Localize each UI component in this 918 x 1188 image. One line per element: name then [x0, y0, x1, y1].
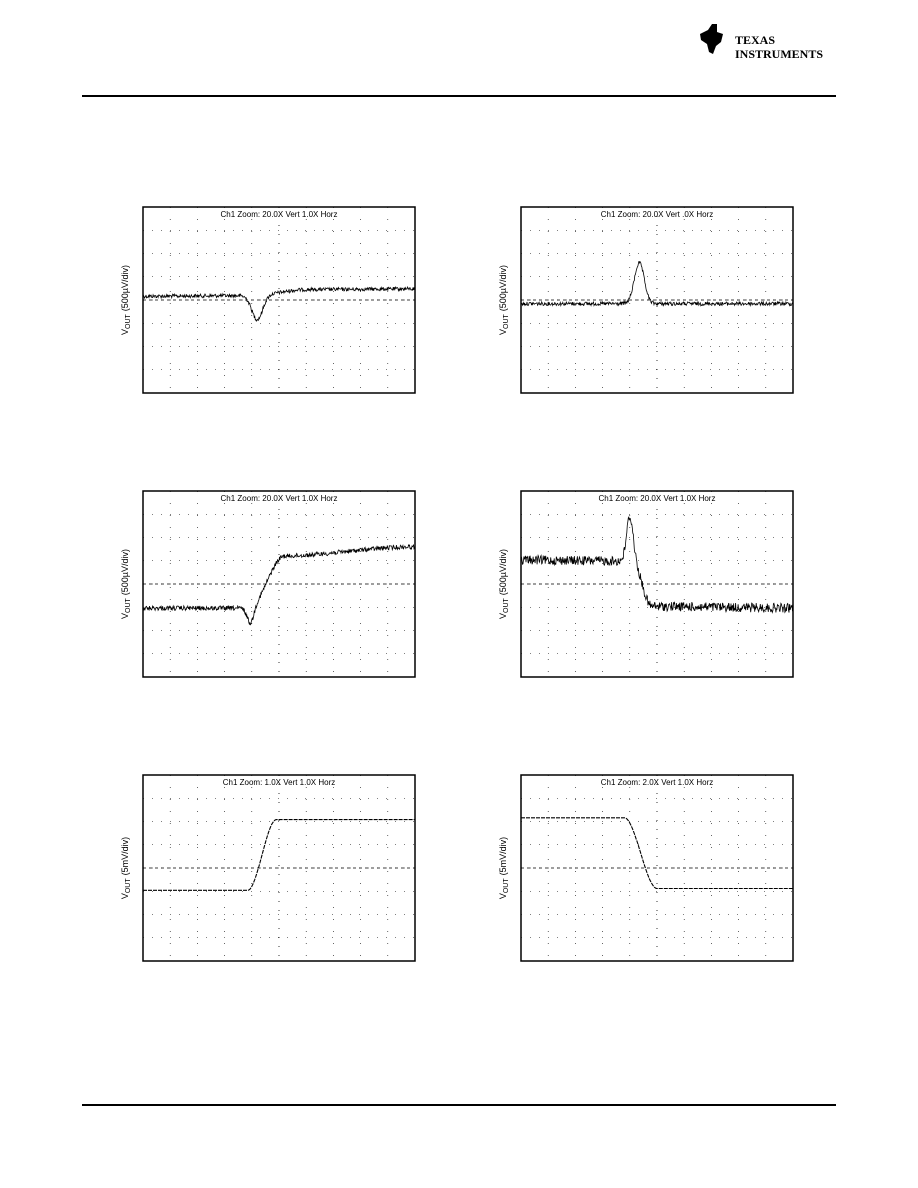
ti-logo: TEXAS INSTRUMENTS: [700, 24, 823, 61]
label-symbol: V: [498, 613, 508, 619]
label-subscript: OUT: [503, 597, 510, 613]
label-unit: (5mV/div): [120, 837, 130, 876]
logo-text: INSTRUMENTS: [735, 47, 823, 61]
scope-plot: Ch1 Zoom: 20.0X Vert 1.0X Horz VOUT (500µV…: [120, 206, 416, 394]
y-axis-label: VOUT (500µV/div): [498, 265, 510, 335]
scope-header: Ch1 Zoom: 2.0X Vert 1.0X Horz: [601, 778, 714, 787]
scope-header: Ch1 Zoom: 1.0X Vert 1.0X Horz: [223, 778, 336, 787]
y-axis-label: VOUT (500µV/div): [120, 265, 132, 335]
scope-plot: Ch1 Zoom: 20.0X Vert 1.0X Horz VOUT (500µV…: [120, 490, 416, 678]
label-symbol: V: [498, 893, 508, 899]
scope-header: Ch1 Zoom: 20.0X Vert 1.0X Horz: [599, 494, 716, 503]
scope-header: Ch1 Zoom: 20.0X Vert 1.0X Horz: [221, 210, 338, 219]
label-subscript: OUT: [503, 313, 510, 329]
y-axis-label: VOUT (5mV/div): [120, 837, 132, 899]
scope-plot: Ch1 Zoom: 1.0X Vert 1.0X Horz VOUT (5mV/di…: [120, 774, 416, 962]
label-unit: (5mV/div): [498, 837, 508, 876]
waveform: [521, 817, 793, 890]
scope-plot: Ch1 Zoom: 2.0X Vert 1.0X Horz VOUT (5mV/di…: [498, 774, 794, 962]
label-subscript: OUT: [125, 878, 132, 894]
scope-header: Ch1 Zoom: 20.0X Vert .0X Horz: [601, 210, 714, 219]
label-unit: (500µV/div): [120, 265, 130, 311]
header-rule: [82, 95, 836, 97]
label-symbol: V: [120, 893, 130, 899]
waveform: [142, 543, 416, 626]
label-subscript: OUT: [503, 878, 510, 894]
waveform: [520, 515, 794, 614]
scope-plot: Ch1 Zoom: 20.0X Vert .0X Horz VOUT (500µV/…: [498, 206, 794, 394]
scope-header: Ch1 Zoom: 20.0X Vert 1.0X Horz: [221, 494, 338, 503]
label-symbol: V: [120, 329, 130, 335]
waveform: [143, 819, 415, 891]
footer-rule: [82, 1104, 836, 1106]
label-subscript: OUT: [125, 313, 132, 329]
label-subscript: OUT: [125, 597, 132, 613]
waveform: [520, 261, 794, 308]
y-axis-label: VOUT (5mV/div): [498, 837, 510, 899]
label-unit: (500µV/div): [498, 265, 508, 311]
logo-icon: [700, 24, 723, 54]
label-symbol: V: [498, 329, 508, 335]
y-axis-label: VOUT (500µV/div): [498, 549, 510, 619]
label-unit: (500µV/div): [498, 549, 508, 595]
label-unit: (500µV/div): [120, 549, 130, 595]
logo-text: TEXAS: [735, 33, 775, 47]
scope-plot: Ch1 Zoom: 20.0X Vert 1.0X Horz VOUT (500µV…: [498, 490, 794, 678]
y-axis-label: VOUT (500µV/div): [120, 549, 132, 619]
waveform: [142, 285, 416, 322]
label-symbol: V: [120, 613, 130, 619]
